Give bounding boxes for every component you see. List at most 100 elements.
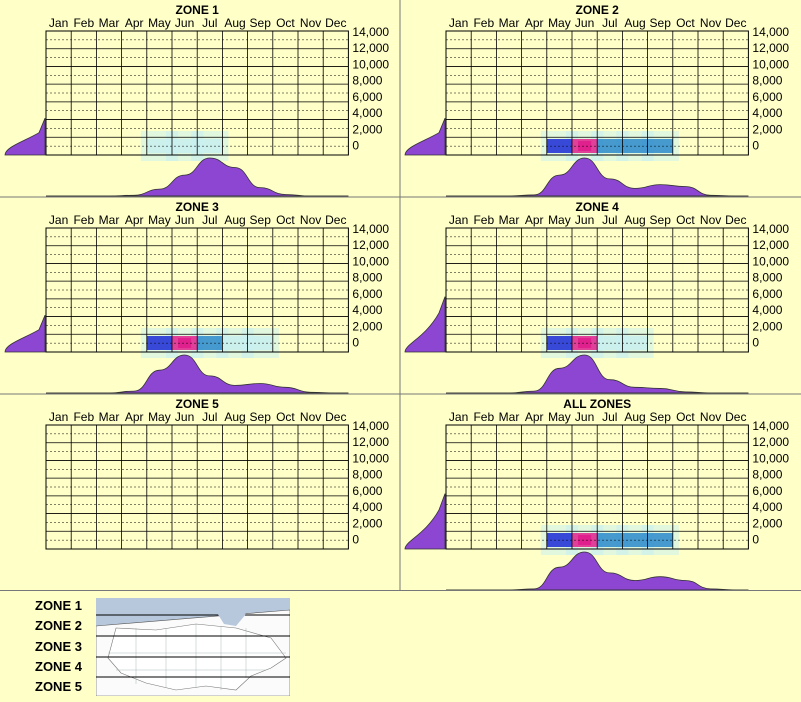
- y-tick-label: 2,000: [352, 122, 382, 136]
- legend-zone-1: ZONE 1: [35, 598, 82, 613]
- y-tick-label: 10,000: [752, 451, 789, 465]
- month-label: Mar: [499, 213, 520, 227]
- month-label: Apr: [525, 213, 544, 227]
- month-label: Aug: [224, 213, 245, 227]
- y-tick-label: 4,000: [752, 303, 782, 317]
- y-tick-label: 14,000: [752, 25, 789, 39]
- month-label: Apr: [525, 16, 544, 30]
- month-label: Jun: [575, 213, 594, 227]
- y-tick-label: 4,000: [752, 106, 782, 120]
- month-label: Jan: [449, 410, 468, 424]
- heat-peak: [178, 338, 192, 348]
- y-tick-label: 6,000: [352, 90, 382, 104]
- month-label: Mar: [499, 16, 520, 30]
- y-tick-label: 0: [352, 532, 359, 546]
- y-tick-label: 0: [352, 335, 359, 349]
- y-tick-label: 6,000: [352, 484, 382, 498]
- month-label: Jan: [449, 213, 468, 227]
- month-label: Jun: [575, 16, 594, 30]
- zone-panel-4: ZONE 4 Jan Feb Mar Apr May Jun Jul Aug Sep Oct Nov D…: [404, 200, 789, 394]
- month-label: Feb: [73, 16, 94, 30]
- month-label: Jun: [175, 410, 194, 424]
- chart-title: ZONE 2: [576, 3, 620, 17]
- heat-peak: [578, 338, 592, 348]
- month-label: Feb: [473, 16, 494, 30]
- month-label: Jan: [449, 16, 468, 30]
- elevation-density-curve: [404, 296, 446, 353]
- month-label: Oct: [676, 213, 695, 227]
- y-tick-label: 14,000: [752, 222, 789, 236]
- y-tick-label: 12,000: [352, 435, 389, 449]
- month-density-curve: [446, 551, 749, 590]
- month-label: Jan: [49, 16, 68, 30]
- month-label: Dec: [325, 213, 346, 227]
- heat-cell: [197, 139, 223, 153]
- month-label: Aug: [624, 16, 645, 30]
- month-label: Aug: [624, 213, 645, 227]
- chart-title: ZONE 1: [176, 3, 220, 17]
- zone-panel-2: ZONE 2 Jan Feb Mar Apr May Jun Jul Aug Sep Oct Nov D…: [404, 3, 789, 197]
- month-label: Mar: [99, 16, 120, 30]
- y-tick-label: 12,000: [352, 41, 389, 55]
- month-label: Sep: [250, 213, 272, 227]
- y-tick-label: 0: [752, 138, 759, 152]
- y-tick-label: 10,000: [352, 254, 389, 268]
- heat-peak: [578, 535, 592, 545]
- y-tick-label: 8,000: [352, 74, 382, 88]
- y-tick-label: 10,000: [752, 57, 789, 71]
- month-label: Dec: [725, 410, 746, 424]
- y-tick-label: 12,000: [752, 41, 789, 55]
- heat-cell: [647, 533, 673, 547]
- month-label: Dec: [725, 16, 746, 30]
- month-label: May: [148, 213, 171, 227]
- chart-title: ZONE 4: [576, 200, 620, 214]
- month-density-curve: [46, 354, 349, 394]
- y-tick-label: 0: [352, 138, 359, 152]
- month-label: Oct: [276, 410, 295, 424]
- y-tick-label: 2,000: [752, 319, 782, 333]
- month-label: Jun: [575, 410, 594, 424]
- month-label: Sep: [650, 16, 672, 30]
- legend-zone-5: ZONE 5: [35, 679, 82, 694]
- month-label: Nov: [700, 410, 721, 424]
- heat-cell: [647, 139, 673, 153]
- month-label: Feb: [73, 410, 94, 424]
- y-tick-label: 14,000: [352, 419, 389, 433]
- elevation-density-curve: [404, 493, 446, 550]
- month-label: Jul: [202, 213, 217, 227]
- y-tick-label: 10,000: [752, 254, 789, 268]
- month-label: Jan: [49, 213, 68, 227]
- month-label: Jan: [49, 410, 68, 424]
- y-tick-label: 8,000: [352, 271, 382, 285]
- heat-peak: [578, 141, 592, 151]
- month-label: Nov: [700, 213, 721, 227]
- y-tick-label: 2,000: [752, 122, 782, 136]
- month-label: Sep: [650, 213, 672, 227]
- heat-cell: [597, 336, 623, 350]
- y-tick-label: 12,000: [752, 435, 789, 449]
- legend-zone-3: ZONE 3: [35, 639, 82, 654]
- month-label: May: [548, 410, 571, 424]
- month-label: May: [148, 410, 171, 424]
- month-label: Sep: [250, 16, 272, 30]
- month-label: Apr: [125, 410, 144, 424]
- y-tick-label: 10,000: [352, 451, 389, 465]
- month-label: Jul: [602, 16, 617, 30]
- month-label: Apr: [125, 16, 144, 30]
- elevation-density-curve: [4, 315, 46, 353]
- heat-cell: [597, 139, 623, 153]
- month-label: Jul: [602, 213, 617, 227]
- y-tick-label: 0: [752, 335, 759, 349]
- month-label: Mar: [99, 213, 120, 227]
- month-label: May: [148, 16, 171, 30]
- month-label: May: [548, 16, 571, 30]
- month-label: Sep: [650, 410, 672, 424]
- month-label: Nov: [300, 16, 321, 30]
- month-label: Nov: [700, 16, 721, 30]
- month-density-curve: [46, 157, 349, 197]
- y-tick-label: 12,000: [752, 238, 789, 252]
- chart-title: ZONE 3: [176, 200, 220, 214]
- y-tick-label: 4,000: [352, 500, 382, 514]
- chart-title: ZONE 5: [176, 397, 220, 411]
- y-tick-label: 10,000: [352, 57, 389, 71]
